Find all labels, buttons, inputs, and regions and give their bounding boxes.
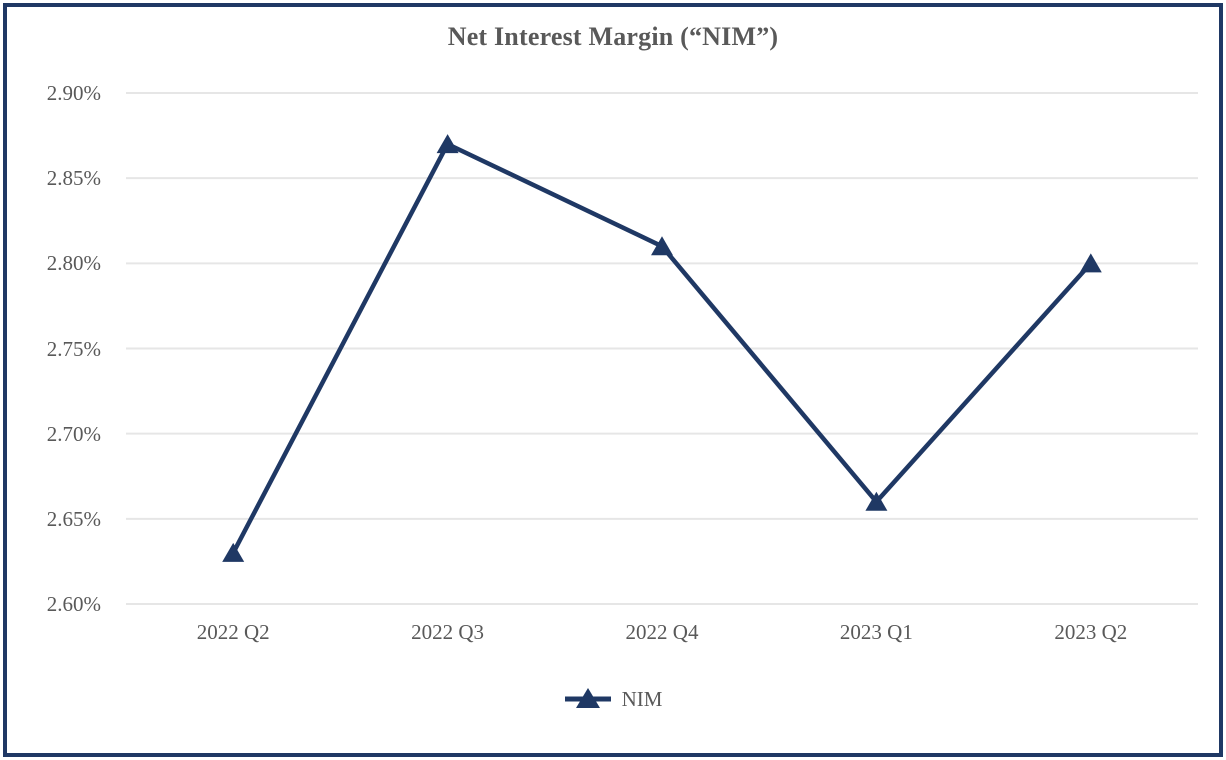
legend-entry-nim: NIM bbox=[621, 686, 663, 711]
nim-legend-marker-icon bbox=[564, 688, 611, 708]
x-axis-tick-label: 2023 Q1 bbox=[839, 620, 913, 644]
x-axis-tick-label: 2023 Q2 bbox=[1054, 620, 1128, 644]
x-axis-tick-label: 2022 Q3 bbox=[411, 620, 485, 644]
y-axis-tick-label: 2.90% bbox=[46, 81, 101, 105]
x-axis-tick-label: 2022 Q2 bbox=[196, 620, 270, 644]
data-point-marker bbox=[1079, 253, 1102, 273]
y-axis-tick-label: 2.60% bbox=[46, 592, 101, 616]
chart-title: Net Interest Margin (“NIM”) bbox=[447, 22, 779, 51]
y-axis-tick-label: 2.65% bbox=[46, 506, 101, 531]
data-point-marker bbox=[222, 542, 245, 562]
y-axis-tick-label: 2.85% bbox=[46, 166, 101, 191]
y-axis-tick-label: 2.80% bbox=[46, 251, 101, 276]
data-point-marker bbox=[865, 491, 888, 511]
x-axis-tick-label: 2022 Q4 bbox=[625, 620, 699, 644]
y-axis-tick-label: 2.75% bbox=[46, 336, 101, 361]
data-point-marker bbox=[436, 134, 459, 154]
chart-legend: NIM bbox=[0, 686, 1226, 712]
y-axis-tick-label: 2.70% bbox=[46, 421, 101, 446]
data-point-marker bbox=[651, 236, 673, 256]
